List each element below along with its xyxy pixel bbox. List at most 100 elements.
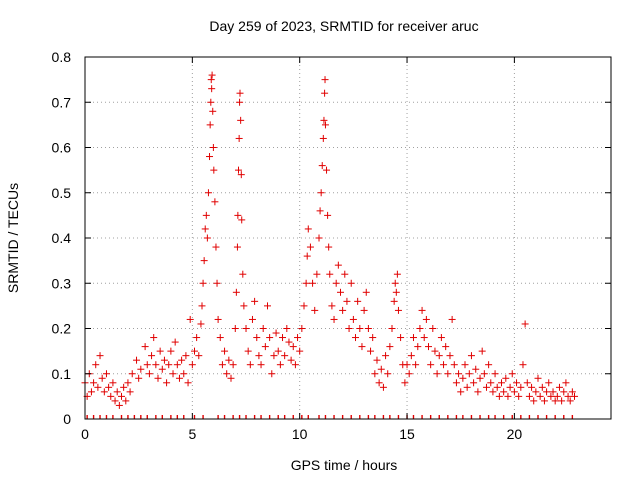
data-point [386,343,394,351]
data-point [100,388,108,396]
data-point [263,302,271,310]
data-point [323,166,331,174]
data-point [547,392,555,400]
data-point [272,329,280,337]
data-point [211,198,219,206]
data-point [163,379,171,387]
data-point [87,388,95,396]
data-point [375,379,383,387]
data-point [491,370,499,378]
data-point [237,116,245,124]
data-point [446,352,454,360]
data-point [425,343,433,351]
data-point [379,383,387,391]
data-point [203,234,211,242]
data-point [210,166,218,174]
data-point [105,383,113,391]
data-point [115,401,123,409]
data-point [448,315,456,323]
data-point [231,325,239,332]
data-point [111,397,119,405]
data-point [109,379,117,387]
data-point [325,243,333,251]
data-point [405,370,413,378]
data-point [532,388,540,396]
data-point [433,370,441,378]
data-point [214,315,222,323]
data-point [452,379,460,387]
data-point [212,243,220,251]
data-point [394,306,402,314]
data-point [306,243,314,251]
data-point [156,347,164,355]
data-point [319,134,327,142]
data-point [489,388,497,396]
data-point [235,134,243,142]
data-point [371,370,379,378]
data-point [229,361,237,369]
data-point [506,383,514,391]
data-point [339,306,347,314]
data-point [167,347,175,355]
data-point [334,261,342,269]
data-point [206,121,214,129]
data-point [384,370,392,378]
data-point [320,116,328,124]
data-point [184,379,192,387]
data-point [397,334,405,342]
data-point [289,343,297,351]
y-tick-label: 0.5 [52,185,72,201]
data-point [403,361,411,369]
data-point [291,361,299,369]
data-point [259,325,267,332]
data-point [513,379,521,387]
data-point [482,383,490,391]
data-point [98,374,106,382]
data-point [508,370,516,378]
data-point [336,288,344,296]
data-point [206,153,214,161]
x-tick-label: 10 [292,426,308,442]
data-point [321,121,329,129]
data-point [324,211,332,219]
grid [85,57,611,419]
data-point [470,379,478,387]
data-point [296,347,304,355]
data-point [435,352,443,360]
data-point [126,388,134,396]
y-tick-label: 0 [63,411,71,427]
data-point [354,297,362,305]
data-point [393,270,401,278]
data-point [122,397,130,405]
data-point [235,166,243,174]
data-point [137,365,145,373]
data-point [266,334,274,342]
data-points [81,71,579,419]
data-point [401,379,409,387]
data-point [204,189,212,197]
data-point [180,370,188,378]
data-point [102,370,110,378]
y-tick-label: 0.3 [52,275,72,291]
data-point [495,392,503,400]
data-point [414,343,422,351]
data-point [409,334,417,342]
y-tick-label: 0.2 [52,321,72,337]
data-point [420,334,428,342]
data-point [135,374,143,382]
data-point [124,379,132,387]
y-tick-label: 0.6 [52,140,72,156]
data-point [530,397,538,405]
data-point [201,225,209,233]
data-point [349,315,357,323]
data-point [285,338,293,346]
data-point [253,334,261,342]
data-point [478,347,486,355]
data-point [199,279,207,287]
data-point [392,288,400,296]
data-point [343,297,351,305]
data-point [367,347,375,355]
data-point [467,352,475,360]
data-point [418,306,426,314]
data-point [555,383,563,391]
